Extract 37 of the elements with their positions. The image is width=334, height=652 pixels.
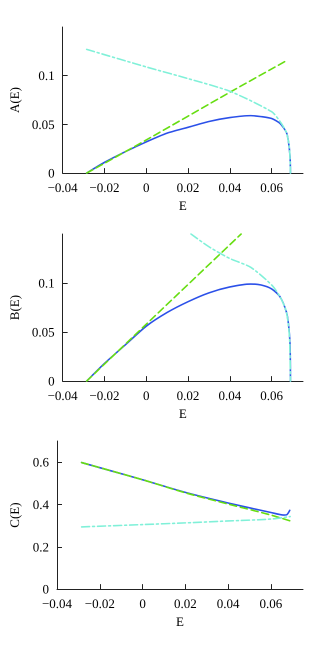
y-axis-title: B(E)	[7, 294, 22, 320]
y-tick-label: 0.2	[32, 539, 49, 554]
x-tick-label: 0.06	[260, 180, 284, 196]
x-tick-label: 0.04	[216, 596, 240, 612]
y-tick-label: 0.05	[32, 324, 55, 340]
y-axis-title: C(E)	[7, 502, 22, 528]
x-tick-label: −0.02	[89, 180, 120, 196]
x-axis-title: E	[178, 198, 187, 213]
x-tick-label: 0.02	[176, 180, 200, 196]
y-tick-label: 0	[48, 166, 55, 181]
x-tick-label: 0.02	[176, 388, 200, 404]
line-series	[190, 233, 292, 382]
x-tick-label: 0	[143, 388, 150, 404]
y-tick-label: 0.1	[38, 276, 55, 291]
x-tick-label: 0.06	[260, 388, 284, 404]
x-tick-label: 0	[143, 180, 150, 196]
x-tick-label: −0.02	[84, 596, 115, 612]
line-series	[80, 516, 291, 528]
x-axis-title: E	[176, 614, 184, 629]
y-tick-label: 0.6	[32, 454, 50, 470]
y-tick-label: 0.1	[38, 68, 55, 84]
x-tick-label: 0	[139, 596, 146, 612]
y-tick-label: 0	[48, 374, 55, 389]
y-tick-label: 0	[42, 582, 49, 597]
x-tick-label: −0.02	[89, 388, 120, 404]
x-tick-label: −0.04	[48, 180, 78, 196]
x-tick-label: 0.04	[218, 388, 242, 404]
x-tick-label: 0.06	[260, 596, 283, 612]
x-axis-title: E	[178, 406, 187, 421]
y-tick-label: 0.4	[32, 496, 50, 512]
x-tick-label: 0.02	[174, 596, 197, 612]
line-series	[86, 114, 292, 174]
x-tick-label: −0.04	[48, 388, 78, 404]
x-tick-label: 0.04	[218, 180, 242, 196]
y-axis-title: A(E)	[7, 87, 22, 114]
x-tick-label: −0.04	[42, 596, 73, 612]
y-tick-label: 0.05	[32, 116, 55, 132]
